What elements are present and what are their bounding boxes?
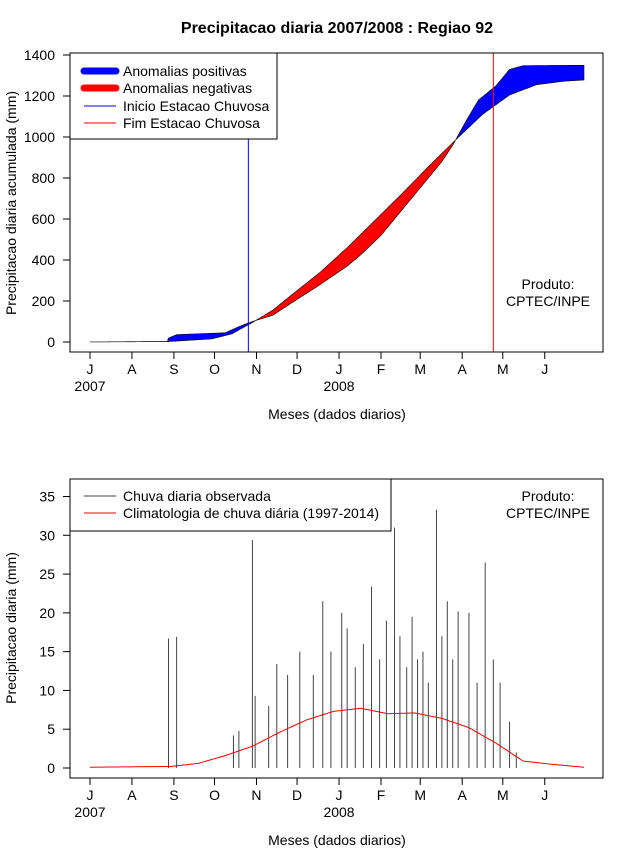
daily-product-line2: CPTEC/INPE bbox=[506, 505, 590, 521]
daily-x-label: Meses (dados diarios) bbox=[268, 832, 406, 848]
daily-y-tick-label: 10 bbox=[39, 682, 55, 698]
cumulative-y-tick-label: 800 bbox=[32, 170, 56, 186]
daily-y-tick-label: 35 bbox=[39, 489, 55, 505]
daily-year-label: 2007 bbox=[74, 804, 105, 820]
cumulative-x-tick-label: J bbox=[541, 361, 548, 377]
daily-x-tick-label: J bbox=[87, 787, 94, 803]
daily-y-tick-label: 5 bbox=[47, 721, 55, 737]
daily-year-label: 2008 bbox=[323, 804, 354, 820]
daily-x-tick-label: J bbox=[336, 787, 343, 803]
cumulative-y-label: Precipitacao diaria acumulada (mm) bbox=[3, 91, 19, 315]
cumulative-x-label: Meses (dados diarios) bbox=[268, 406, 406, 422]
cumulative-y-tick-label: 1000 bbox=[24, 129, 55, 145]
daily-y-tick-label: 30 bbox=[39, 527, 55, 543]
cumulative-product-line2: CPTEC/INPE bbox=[506, 293, 590, 309]
daily-x-tick-label: S bbox=[169, 787, 178, 803]
climatology-line bbox=[89, 707, 585, 768]
cumulative-x-tick-label: N bbox=[251, 361, 261, 377]
positive-anomaly-area bbox=[456, 64, 585, 140]
daily-x-tick-label: O bbox=[209, 787, 220, 803]
cumulative-x-tick-label: O bbox=[209, 361, 220, 377]
daily-x-tick-label: J bbox=[541, 787, 548, 803]
cumulative-y-tick-label: 200 bbox=[32, 293, 56, 309]
legend-climatology-label: Climatologia de chuva diária (1997-2014) bbox=[123, 505, 379, 521]
cumulative-legend: Anomalias positivas Anomalias negativas … bbox=[69, 52, 278, 140]
cumulative-chart: Precipitacao diaria 2007/2008 : Regiao 9… bbox=[3, 20, 604, 422]
cumulative-x-tick-label: M bbox=[497, 361, 509, 377]
cumulative-y-tick-label: 0 bbox=[47, 334, 55, 350]
daily-y-tick-label: 25 bbox=[39, 566, 55, 582]
legend-positive-label: Anomalias positivas bbox=[123, 63, 247, 79]
chart-title: Precipitacao diaria 2007/2008 : Regiao 9… bbox=[181, 20, 493, 37]
negative-anomaly-area bbox=[91, 337, 169, 343]
cumulative-y-tick-label: 1400 bbox=[24, 47, 55, 63]
cumulative-y-tick-label: 600 bbox=[32, 211, 56, 227]
cumulative-x-tick-label: F bbox=[377, 361, 386, 377]
legend-negative-label: Anomalias negativas bbox=[123, 80, 252, 96]
cumulative-x-tick-label: A bbox=[127, 361, 137, 377]
daily-y-tick-label: 20 bbox=[39, 605, 55, 621]
cumulative-product-line1: Produto: bbox=[522, 276, 575, 292]
cumulative-x-tick-label: J bbox=[87, 361, 94, 377]
daily-product-line1: Produto: bbox=[522, 488, 575, 504]
daily-x-tick-label: A bbox=[127, 787, 137, 803]
cumulative-y-tick-label: 400 bbox=[32, 252, 56, 268]
cumulative-x-tick-label: A bbox=[458, 361, 468, 377]
positive-anomaly-area bbox=[168, 319, 257, 342]
daily-legend-box bbox=[69, 478, 392, 532]
legend-observed-label: Chuva diaria observada bbox=[123, 488, 271, 504]
daily-x-tick-label: N bbox=[251, 787, 261, 803]
cumulative-y-tick-label: 1200 bbox=[24, 88, 55, 104]
daily-x-tick-label: D bbox=[292, 787, 302, 803]
cumulative-x-tick-label: J bbox=[336, 361, 343, 377]
cumulative-year-label: 2008 bbox=[323, 378, 354, 394]
cumulative-x-tick-label: S bbox=[169, 361, 178, 377]
legend-start-label: Inicio Estacao Chuvosa bbox=[123, 98, 270, 114]
cumulative-x-tick-label: M bbox=[414, 361, 426, 377]
daily-x-tick-label: A bbox=[458, 787, 468, 803]
cumulative-x-tick-label: D bbox=[292, 361, 302, 377]
cumulative-legend-box bbox=[69, 52, 278, 140]
daily-y-tick-label: 0 bbox=[47, 760, 55, 776]
daily-legend: Chuva diaria observada Climatologia de c… bbox=[69, 478, 392, 532]
daily-y-tick-label: 15 bbox=[39, 644, 55, 660]
daily-x-tick-label: F bbox=[377, 787, 386, 803]
daily-x-tick-label: M bbox=[414, 787, 426, 803]
cumulative-plot-frame bbox=[69, 52, 604, 353]
daily-x-tick-label: M bbox=[497, 787, 509, 803]
negative-anomaly-area bbox=[256, 137, 458, 321]
legend-end-label: Fim Estacao Chuvosa bbox=[123, 115, 260, 131]
daily-y-label: Precipitacao diaria (mm) bbox=[3, 552, 19, 704]
cumulative-year-label: 2007 bbox=[74, 378, 105, 394]
